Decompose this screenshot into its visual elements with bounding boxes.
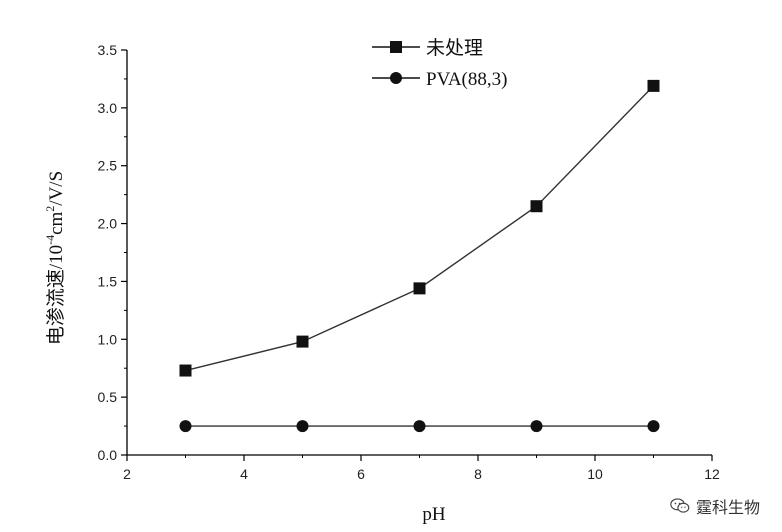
watermark-text: 霆科生物 xyxy=(695,498,760,517)
x-axis-title: pH xyxy=(422,504,446,525)
data-point xyxy=(413,282,426,295)
data-point xyxy=(179,364,192,377)
x-tick-label: 10 xyxy=(587,466,603,482)
series-line xyxy=(185,85,655,372)
y-axis-title-main: 电渗流速/10 xyxy=(45,245,67,345)
y-axis-title-mid: cm xyxy=(46,211,67,234)
x-tick-label: 8 xyxy=(474,466,482,482)
y-tick-label: 2.5 xyxy=(98,158,118,174)
wechat-icon xyxy=(670,498,690,513)
ticks: 2 4 6 8 10 12 0.0 0.5 1.0 1.5 2.0 2.5 3.0 3.5 xyxy=(98,42,720,482)
x-tick-label: 12 xyxy=(704,466,720,482)
legend-label: 未处理 xyxy=(426,37,483,59)
series-layer xyxy=(179,79,660,433)
legend-item: PVA(88,3) xyxy=(372,69,507,90)
series-1 xyxy=(179,79,660,377)
x-tick-label: 2 xyxy=(123,466,131,482)
y-tick-label: 1.0 xyxy=(98,331,118,347)
legend-item: 未处理 xyxy=(372,37,483,59)
data-point xyxy=(179,420,192,433)
data-point xyxy=(413,420,426,433)
legend-marker xyxy=(390,72,402,84)
legend-label: PVA(88,3) xyxy=(426,69,507,90)
y-axis-title-sup1: -4 xyxy=(43,235,57,245)
x-tick-label: 4 xyxy=(240,466,248,482)
y-tick-label: 1.5 xyxy=(98,273,118,289)
y-tick-label: 3.5 xyxy=(98,42,118,58)
axes xyxy=(126,50,712,456)
data-point xyxy=(296,335,309,348)
x-tick-label: 6 xyxy=(357,466,365,482)
y-tick-label: 0.0 xyxy=(98,447,118,463)
legend: 未处理 PVA(88,3) xyxy=(372,37,507,90)
y-axis-title-sup2: 2 xyxy=(43,206,57,212)
data-point xyxy=(647,420,660,433)
y-tick-label: 3.0 xyxy=(98,100,118,116)
data-point xyxy=(530,200,543,213)
data-point xyxy=(296,420,309,433)
y-tick-label: 2.0 xyxy=(98,216,118,232)
legend-marker xyxy=(390,41,402,53)
data-point xyxy=(647,79,660,92)
data-point xyxy=(530,420,543,433)
y-axis-title: 电渗流速/10-4cm2/V/S xyxy=(43,171,67,345)
y-axis-title-end: /V/S xyxy=(46,171,67,206)
watermark: 霆科生物 xyxy=(670,494,760,518)
y-tick-label: 0.5 xyxy=(98,389,118,405)
series-2 xyxy=(179,420,660,433)
